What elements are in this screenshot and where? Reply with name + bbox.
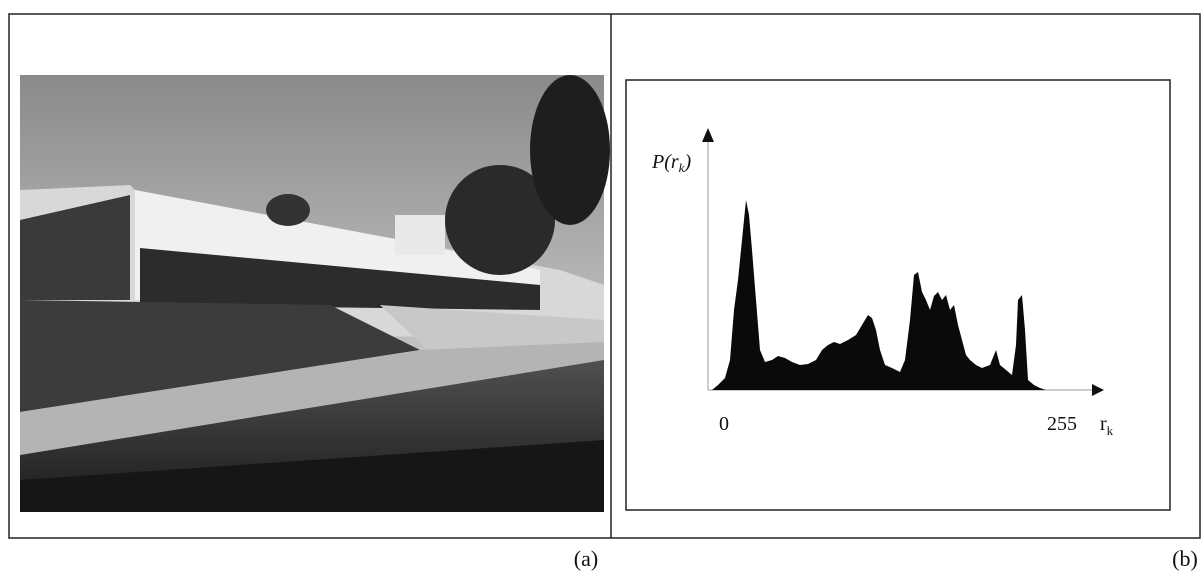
panel-label: (a) [574,546,598,571]
x-tick-label: 0 [719,413,729,435]
x-tick-label: 255 [1047,413,1077,435]
x-axis-label-sub: k [1107,423,1114,438]
page: (a) P(rk) 0 255 rk (b) (() => { const da… [0,0,1202,574]
photo [20,75,610,512]
figure: (a) P(rk) 0 255 rk (b) [0,0,1202,574]
panel-label: (b) [1172,546,1198,571]
y-axis-label-close: ) [683,151,691,173]
y-axis-label: P(rk) [651,151,691,175]
y-axis-label-main: P(r [651,151,679,173]
